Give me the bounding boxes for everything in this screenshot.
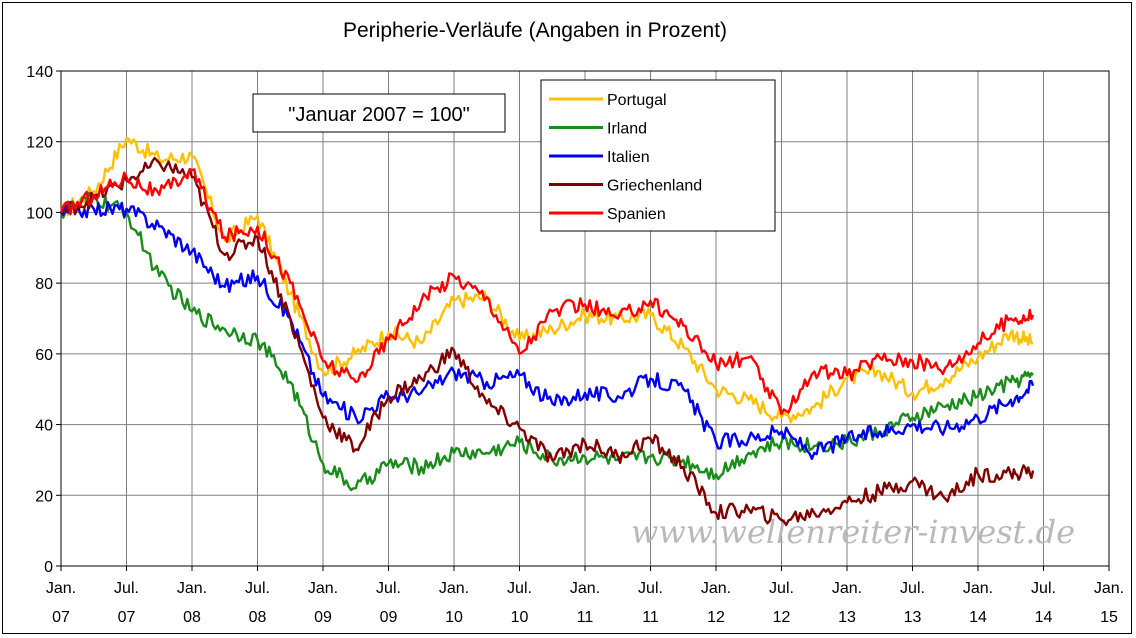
x-tick-label-year: 07 [118,609,136,626]
x-tick-label-month: Jul. [1031,580,1056,597]
watermark-text: www.wellenreiter-invest.de [631,513,1075,551]
x-tick-label-year: 13 [904,609,922,626]
x-tick-label-month: Jan. [832,580,862,597]
x-tick-label-month: Jan. [1094,580,1124,597]
x-tick-label-month: Jul. [507,580,532,597]
annotation-box: "Januar 2007 = 100" [252,93,506,133]
y-tick-label: 100 [26,205,53,222]
line-chart: Peripherie-Verläufe (Angaben in Prozent)… [26,19,1124,626]
x-tick-label-year: 11 [642,609,659,626]
legend-label-griechenland: Griechenland [607,178,702,195]
x-tick-label-month: Jan. [177,580,207,597]
legend-label-irland: Irland [607,121,647,138]
x-tick-label-year: 12 [707,609,725,626]
x-tick-label-month: Jul. [245,580,270,597]
x-tick-label-year: 10 [445,609,463,626]
x-tick-label-month: Jul. [769,580,794,597]
x-tick-label-year: 14 [1035,609,1053,626]
series-lines [59,137,1035,527]
y-axis: 0 20 40 60 80 100 120 140 [26,64,61,576]
x-tick-label-month: Jul. [114,580,139,597]
legend-label-italien: Italien [607,149,650,166]
x-tick-label-year: 10 [511,609,529,626]
y-tick-label: 40 [35,418,53,435]
x-tick-label-month: Jan. [701,580,731,597]
y-tick-label: 60 [35,347,53,364]
series-line-italien [60,200,1035,460]
x-tick-label-month: Jul. [376,580,401,597]
series-line-spanien [59,168,1035,416]
chart-title: Peripherie-Verläufe (Angaben in Prozent) [343,19,727,42]
x-tick-label-year: 07 [52,609,70,626]
x-tick-label-year: 15 [1100,609,1118,626]
series-line-portugal [59,137,1033,424]
x-tick-label-month: Jan. [570,580,600,597]
y-tick-label: 120 [26,135,53,152]
x-tick-label-year: 08 [249,609,267,626]
x-tick-label-month: Jan. [439,580,469,597]
x-tick-label-month: Jul. [638,580,663,597]
annotation-text: "Januar 2007 = 100" [288,104,470,126]
x-tick-label-year: 14 [969,609,987,626]
x-tick-label-month: Jan. [308,580,338,597]
y-tick-label: 0 [44,559,53,576]
y-tick-label: 140 [26,64,53,81]
x-tick-label-year: 09 [380,609,398,626]
series-line-griechenland [60,156,1035,527]
y-tick-label: 80 [35,276,53,293]
x-tick-label-year: 09 [314,609,332,626]
x-tick-label-year: 08 [183,609,201,626]
x-tick-label-year: 12 [773,609,791,626]
x-axis: Jan. 07 Jul. 07 Jan. 08 Jul. 08 Jan. 09 Jul. 09 Jan.… [46,566,1124,626]
legend: Portugal Irland Italien Griechenland Spanien [540,79,776,232]
legend-label-spanien: Spanien [607,206,666,223]
x-tick-label-month: Jan. [963,580,993,597]
legend-label-portugal: Portugal [607,92,667,109]
x-tick-label-month: Jul. [900,580,925,597]
x-tick-label-year: 11 [577,609,594,626]
y-tick-label: 20 [35,488,53,505]
x-tick-label-year: 13 [838,609,856,626]
x-tick-label-month: Jan. [46,580,76,597]
